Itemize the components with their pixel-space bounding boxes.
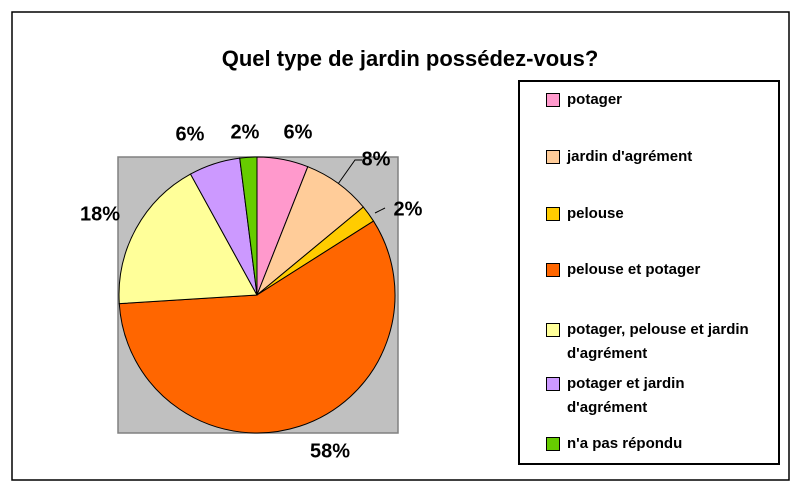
legend-item: pelouse: [542, 202, 757, 226]
data-label: 8%: [362, 148, 391, 170]
legend: potager jardin d'agrément pelouse pelouse e…: [518, 80, 780, 465]
legend-item: potager: [542, 88, 757, 112]
data-label: 18%: [80, 203, 120, 225]
legend-item: potager et jardin d'agrément: [542, 372, 757, 420]
leader-line: [374, 207, 386, 214]
data-label: 58%: [310, 440, 350, 462]
legend-swatch: [546, 323, 560, 337]
legend-label: potager et jardin d'agrément: [567, 375, 685, 416]
legend-label: jardin d'agrément: [567, 148, 693, 165]
pie-slice: [239, 156, 258, 296]
chart-title: Quel type de jardin possédez-vous?: [222, 46, 599, 71]
legend-label: potager: [567, 91, 623, 108]
legend-swatch: [546, 263, 560, 277]
data-label: 6%: [176, 123, 205, 145]
data-label: 2%: [231, 121, 260, 143]
legend-item: pelouse et potager: [542, 258, 757, 282]
pie-slice: [118, 220, 396, 434]
legend-item: n'a pas répondu: [542, 432, 757, 456]
legend-item: jardin d'agrément: [542, 145, 757, 169]
legend-swatch: [546, 207, 560, 221]
data-label: 6%: [284, 121, 313, 143]
legend-label: pelouse: [567, 205, 624, 222]
legend-swatch: [546, 377, 560, 391]
legend-item: potager, pelouse et jardin d'agrément: [542, 318, 757, 366]
legend-swatch: [546, 93, 560, 107]
legend-swatch: [546, 437, 560, 451]
leader-line: [337, 159, 362, 185]
legend-label: n'a pas répondu: [567, 435, 683, 452]
legend-swatch: [546, 150, 560, 164]
pie-slice: [118, 173, 258, 305]
legend-label: potager, pelouse et jardin d'agrément: [567, 321, 749, 362]
legend-label: pelouse et potager: [567, 261, 701, 278]
data-label: 2%: [394, 198, 423, 220]
